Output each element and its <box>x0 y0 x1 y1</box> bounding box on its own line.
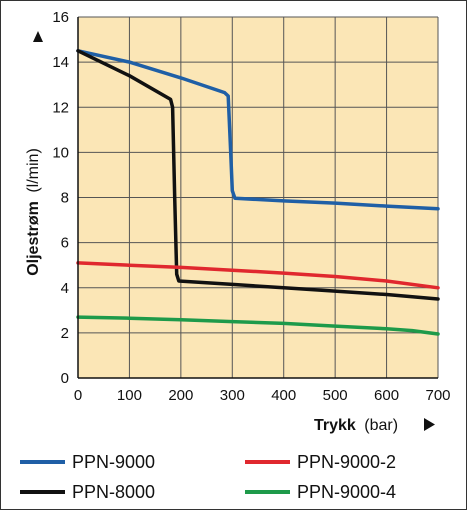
y-axis-title-bold: Oljestrøm <box>25 201 42 276</box>
y-axis-title-unit: (l/min) <box>25 148 42 192</box>
y-tick-label: 2 <box>61 325 69 342</box>
legend-label: PPN-8000 <box>72 482 155 502</box>
x-tick-label: 700 <box>425 387 450 404</box>
x-tick-label: 500 <box>323 387 348 404</box>
x-tick-label: 0 <box>74 387 82 404</box>
legend-label: PPN-9000 <box>72 452 155 472</box>
y-tick-label: 12 <box>52 99 69 116</box>
x-tick-label: 400 <box>271 387 296 404</box>
series-line-ppn-9000-2 <box>76 261 440 290</box>
series-line-ppn-9000 <box>76 49 440 211</box>
y-tick-label: 8 <box>61 190 69 207</box>
x-tick-label: 200 <box>168 387 193 404</box>
y-tick-label: 0 <box>61 370 69 387</box>
y-tick-label: 4 <box>61 280 69 297</box>
axes <box>77 17 438 379</box>
y-axis-title: Oljestrøm (l/min) <box>25 148 42 276</box>
y-tick-label: 14 <box>52 54 69 71</box>
legend-label: PPN-9000-2 <box>297 452 396 472</box>
y-tick-labels: 0 2 4 6 8 10 12 14 16 <box>52 9 69 387</box>
series-line-ppn-8000 <box>76 49 440 301</box>
y-tick-label: 10 <box>52 144 69 161</box>
grid-lines <box>77 16 439 379</box>
y-axis-arrow-icon <box>33 31 43 42</box>
y-tick-label: 16 <box>52 9 69 26</box>
x-tick-label: 600 <box>374 387 399 404</box>
x-tick-label: 100 <box>117 387 142 404</box>
legend: PPN-9000 PPN-8000 PPN-9000-2 PPN-9000-4 <box>20 452 396 502</box>
x-axis-title: Trykk (bar) <box>314 417 398 434</box>
series-lines <box>76 49 440 336</box>
x-axis-arrow-icon <box>424 418 435 431</box>
x-axis-title-bold: Trykk <box>314 417 356 434</box>
x-axis-title-unit: (bar) <box>364 417 398 434</box>
y-tick-label: 6 <box>61 235 69 252</box>
x-tick-label: 300 <box>220 387 245 404</box>
series-line-ppn-9000-4 <box>76 315 440 336</box>
x-tick-labels: 0 100 200 300 400 500 600 700 <box>74 387 451 404</box>
legend-label: PPN-9000-4 <box>297 482 396 502</box>
